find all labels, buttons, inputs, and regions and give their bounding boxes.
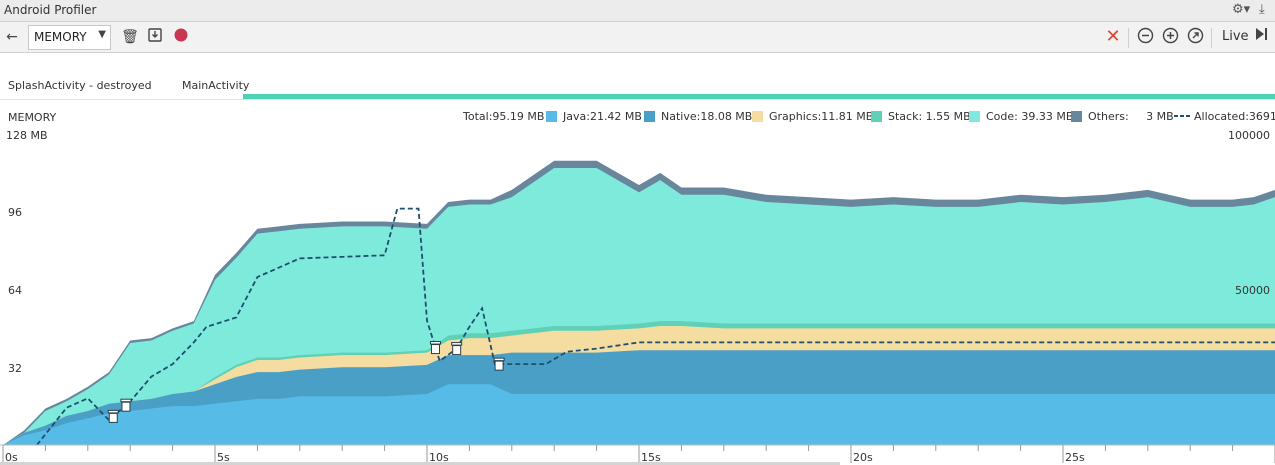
- x-tick-label: 0s: [5, 451, 18, 464]
- window-title-bar: Android Profiler ⚙▾ ⤓: [0, 0, 1275, 22]
- legend-swatch-stack: [871, 111, 882, 122]
- reset-zoom-icon[interactable]: [1185, 27, 1205, 47]
- gc-event-icon[interactable]: [429, 341, 441, 355]
- allocated-line: [36, 207, 1275, 446]
- legend-swatch-graphics: [752, 111, 763, 122]
- memory-chart: 0s 5s 10s 15s 20s 25s MEMORY 128 MB 96 64 32 …: [0, 110, 1275, 465]
- gc-event-icon[interactable]: [451, 342, 463, 356]
- record-icon[interactable]: [172, 27, 190, 47]
- x-tick-label: 15s: [641, 451, 661, 464]
- trash-icon[interactable]: 🗑: [121, 29, 139, 45]
- y-right-tick: 50000: [1235, 284, 1270, 297]
- zoom-out-icon[interactable]: [1135, 27, 1155, 47]
- memory-area-layers: [3, 160, 1275, 445]
- profiler-select-value: MEMORY: [34, 30, 87, 44]
- legend-allocated: Allocated:36911: [1194, 110, 1275, 123]
- live-button[interactable]: Live: [1222, 29, 1249, 44]
- legend-code: Code: 39.33 MB: [986, 110, 1073, 123]
- divider: [1211, 28, 1212, 48]
- jump-to-live-icon[interactable]: [1253, 27, 1269, 47]
- legend-graphics: Graphics:11.81 MB: [769, 110, 873, 123]
- y-left-top-label: 128 MB: [6, 129, 48, 142]
- activity-bar-main: [243, 94, 1275, 99]
- memory-monitor[interactable]: 0s 5s 10s 15s 20s 25s MEMORY 128 MB 96 64 32 …: [0, 101, 1275, 465]
- legend-native: Native:18.08 MB: [661, 110, 752, 123]
- window-title: Android Profiler: [4, 3, 97, 17]
- x-axis: 0s 5s 10s 15s 20s 25s: [0, 444, 1275, 465]
- y-right-tick: 100000: [1228, 129, 1270, 142]
- activity-timeline: SplashActivity - destroyed MainActivity: [0, 53, 1275, 100]
- legend-stack: Stack: 1.55 MB: [888, 110, 971, 123]
- profiler-toolbar: ← MEMORY ▼ 🗑 ✕ Live: [0, 22, 1275, 53]
- x-tick-label: 25s: [1065, 451, 1085, 464]
- chevron-down-icon: ▼: [98, 29, 106, 40]
- y-left-tick: 32: [8, 362, 22, 375]
- legend-total: Total:95.19 MB: [462, 110, 544, 123]
- gc-event-icon[interactable]: [493, 357, 505, 371]
- activity-label-splash: SplashActivity - destroyed: [8, 79, 152, 92]
- gear-icon[interactable]: ⚙▾: [1232, 2, 1251, 17]
- close-icon[interactable]: ✕: [1105, 26, 1121, 47]
- legend-swatch-code: [969, 111, 980, 122]
- y-left-tick: 64: [8, 284, 22, 297]
- legend-swatch-native: [644, 111, 655, 122]
- legend-swatch-others: [1071, 111, 1082, 122]
- x-tick-label: 5s: [217, 451, 230, 464]
- x-tick-label: 20s: [853, 451, 873, 464]
- gc-event-icon[interactable]: [107, 409, 119, 423]
- legend-others: Others: 3 MB: [1088, 110, 1174, 123]
- back-arrow-icon[interactable]: ←: [6, 29, 18, 45]
- gc-event-icon[interactable]: [120, 398, 132, 412]
- gc-events: [107, 341, 505, 423]
- legend-swatch-java: [546, 111, 557, 122]
- area-java: [3, 384, 1275, 445]
- profiler-select[interactable]: MEMORY ▼: [28, 25, 111, 50]
- timeline-scrollbar[interactable]: [0, 462, 840, 465]
- legend-java: Java:21.42 MB: [562, 110, 642, 123]
- y-left-tick: 96: [8, 206, 22, 219]
- zoom-in-icon[interactable]: [1160, 27, 1180, 47]
- monitor-title: MEMORY: [8, 111, 57, 124]
- x-tick-label: 10s: [429, 451, 449, 464]
- minimize-icon[interactable]: ⤓: [1259, 2, 1265, 17]
- heap-dump-icon[interactable]: [146, 27, 164, 47]
- activity-label-main: MainActivity: [182, 79, 250, 92]
- divider: [1128, 28, 1129, 48]
